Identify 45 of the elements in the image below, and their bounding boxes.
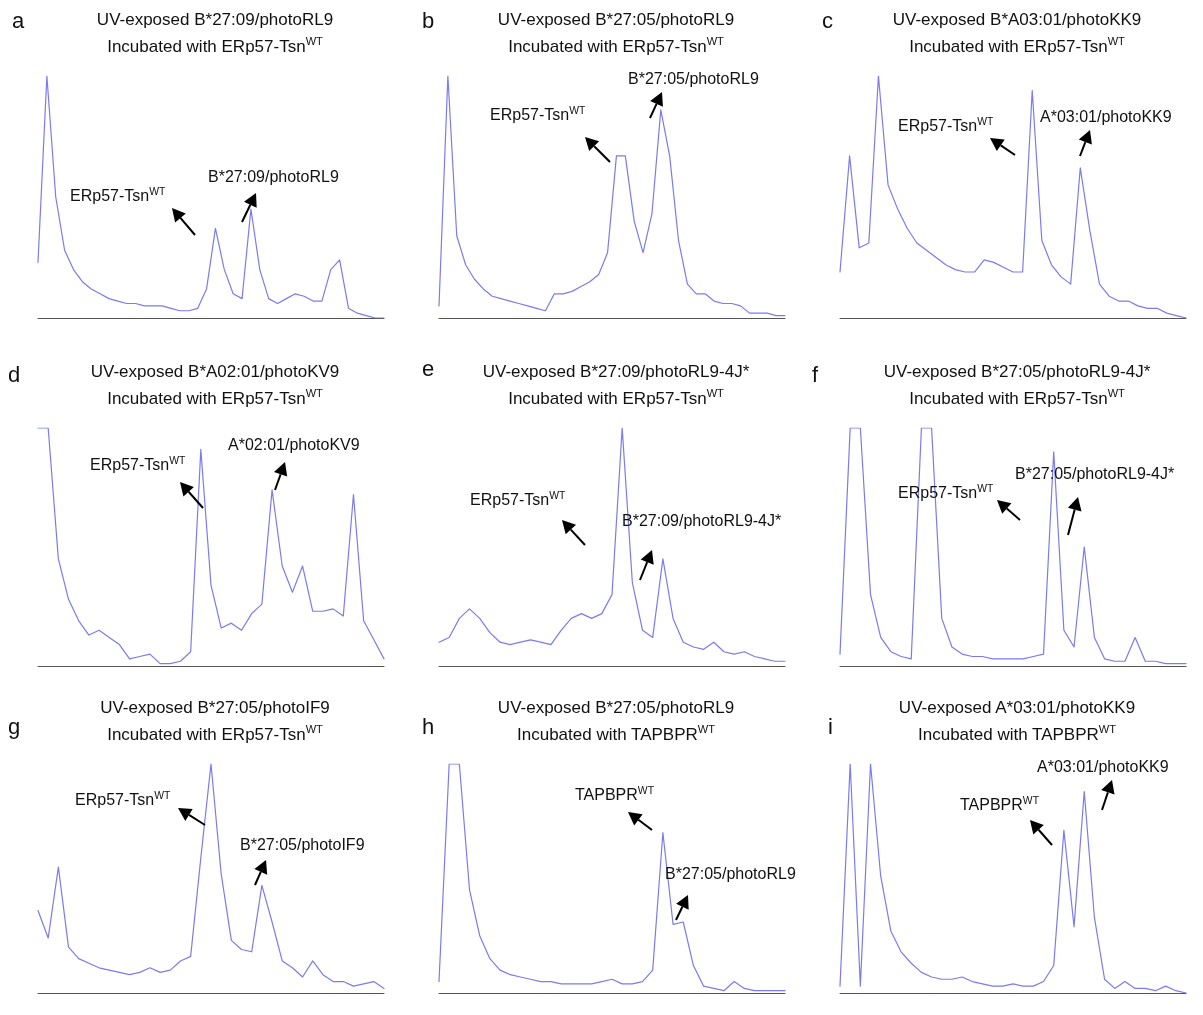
chart-title: UV-exposed B*27:05/photoRL9 bbox=[497, 10, 735, 30]
annotation: B*27:05/photoRL9 bbox=[665, 865, 796, 883]
chart-title: UV-exposed B*27:05/photoRL9-4J* bbox=[883, 362, 1151, 382]
text: i bbox=[828, 714, 833, 740]
chart-subtitle: Incubated with ERp57-Tsn$^{WT}$ bbox=[107, 387, 323, 409]
chart-title: UV-exposed B*A02:01/photoKV9 bbox=[90, 362, 340, 382]
chart-title: UV-exposed B*27:09/photoRL9-4J* bbox=[482, 362, 750, 382]
chart-title: UV-exposed B*27:05/photoIF9 bbox=[100, 698, 330, 718]
annotation: TAPBPR$^{WT}$ bbox=[575, 785, 654, 805]
text: b bbox=[422, 8, 435, 34]
chart-title: UV-exposed B*A03:01/photoKK9 bbox=[892, 10, 1142, 30]
chart-subtitle: Incubated with ERp57-Tsn$^{WT}$ bbox=[508, 35, 724, 57]
annotation: ERp57-Tsn$^{WT}$ bbox=[490, 105, 586, 125]
annotation: ERp57-Tsn$^{WT}$ bbox=[70, 186, 166, 206]
annotation: ERp57-Tsn$^{WT}$ bbox=[898, 483, 994, 503]
chart-subtitle: Incubated with ERp57-Tsn$^{WT}$ bbox=[508, 387, 724, 409]
chart-subtitle: Incubated with ERp57-Tsn$^{WT}$ bbox=[107, 35, 323, 57]
chart-subtitle: Incubated with TAPBPR$^{WT}$ bbox=[918, 723, 1116, 745]
chart-subtitle: Incubated with ERp57-Tsn$^{WT}$ bbox=[909, 387, 1125, 409]
annotation: ERp57-Tsn$^{WT}$ bbox=[898, 116, 994, 136]
text: h bbox=[422, 714, 435, 740]
annotation: B*27:09/photoRL9 bbox=[208, 168, 339, 186]
annotation: B*27:05/photoRL9 bbox=[628, 70, 759, 88]
text: e bbox=[422, 356, 435, 382]
annotation: TAPBPR$^{WT}$ bbox=[960, 795, 1039, 815]
chart-title: UV-exposed B*27:05/photoRL9 bbox=[497, 698, 735, 718]
annotation: A*03:01/photoKK9 bbox=[1040, 108, 1172, 126]
text: g bbox=[8, 714, 21, 740]
annotation: ERp57-Tsn$^{WT}$ bbox=[470, 490, 566, 510]
chart-title: UV-exposed A*03:01/photoKK9 bbox=[898, 698, 1136, 718]
annotation: A*02:01/photoKV9 bbox=[228, 436, 360, 454]
annotation: ERp57-Tsn$^{WT}$ bbox=[90, 455, 186, 475]
text: a bbox=[12, 8, 25, 34]
chart-subtitle: Incubated with TAPBPR$^{WT}$ bbox=[517, 723, 715, 745]
text: d bbox=[8, 362, 21, 388]
annotation: B*27:05/photoRL9-4J* bbox=[1015, 465, 1175, 483]
chart-title: UV-exposed B*27:09/photoRL9 bbox=[96, 10, 334, 30]
annotation: B*27:09/photoRL9-4J* bbox=[622, 512, 782, 530]
text: c bbox=[822, 8, 833, 34]
text: f bbox=[812, 362, 819, 388]
annotation: ERp57-Tsn$^{WT}$ bbox=[75, 790, 171, 810]
annotation: B*27:05/photoIF9 bbox=[240, 836, 365, 854]
annotation: A*03:01/photoKK9 bbox=[1037, 758, 1169, 776]
chart-subtitle: Incubated with ERp57-Tsn$^{WT}$ bbox=[107, 723, 323, 745]
chart-subtitle: Incubated with ERp57-Tsn$^{WT}$ bbox=[909, 35, 1125, 57]
